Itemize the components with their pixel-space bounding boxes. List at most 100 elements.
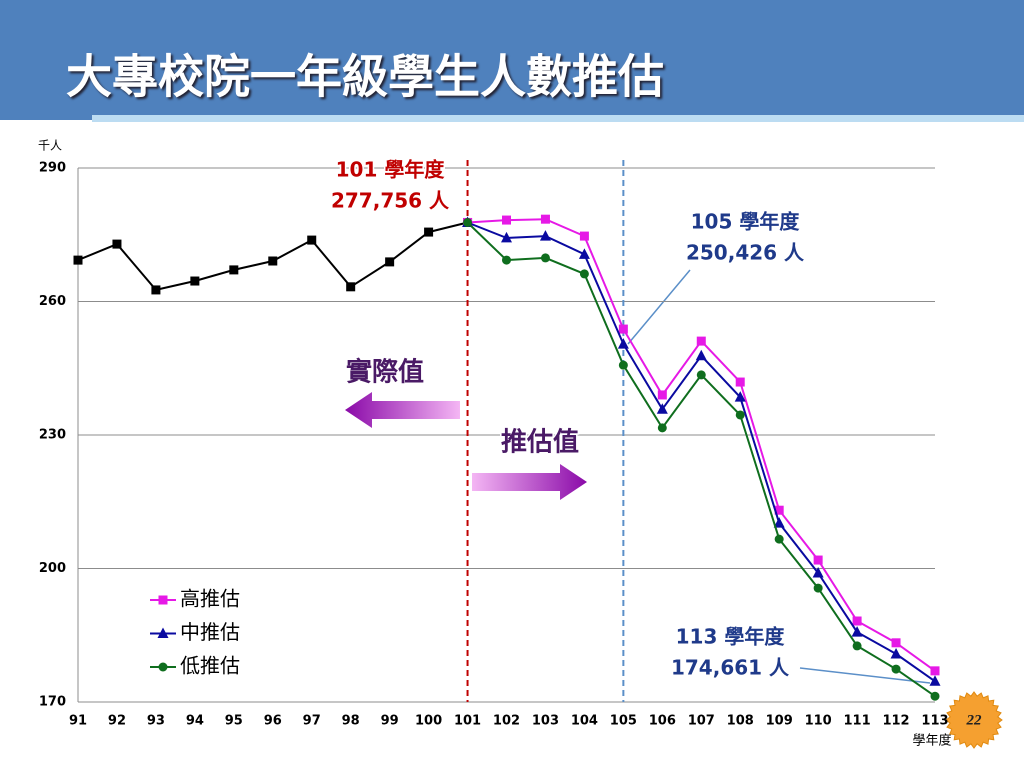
x-tick-label: 96 <box>264 714 282 729</box>
marker <box>852 641 862 651</box>
marker <box>930 691 940 701</box>
legend-marker <box>157 627 169 638</box>
marker <box>190 276 200 286</box>
y-tick-label: 170 <box>39 695 66 710</box>
x-tick-label: 99 <box>381 714 399 729</box>
annotation: 推估值 <box>501 428 579 458</box>
legend-marker <box>158 662 168 672</box>
x-tick-label: 107 <box>688 714 715 729</box>
arrow-right <box>472 464 587 500</box>
x-tick-label: 113 <box>921 714 948 729</box>
marker <box>618 360 628 370</box>
marker <box>151 285 161 295</box>
marker <box>813 583 823 593</box>
marker <box>540 253 550 263</box>
marker <box>307 235 317 245</box>
x-tick-label: 106 <box>649 714 676 729</box>
x-tick-label: 108 <box>727 714 754 729</box>
marker <box>696 370 706 380</box>
marker <box>695 349 707 361</box>
y-tick-label: 230 <box>39 428 66 443</box>
annotation: 105 學年度 <box>691 210 801 234</box>
marker <box>891 638 901 648</box>
marker <box>579 231 589 241</box>
x-tick-label: 110 <box>805 714 832 729</box>
annotation: 101 學年度 <box>336 158 446 182</box>
marker <box>578 248 590 259</box>
marker <box>774 534 784 544</box>
x-tick-label: 102 <box>493 714 520 729</box>
title-bar <box>0 0 1024 120</box>
marker <box>73 255 83 265</box>
leader-line <box>627 269 691 345</box>
x-tick-label: 109 <box>766 714 793 729</box>
x-tick-label: 101 <box>454 714 481 729</box>
marker <box>346 282 356 292</box>
x-tick-label: 103 <box>532 714 559 729</box>
x-tick-label: 93 <box>147 714 165 729</box>
marker <box>618 324 628 334</box>
marker <box>385 257 395 267</box>
x-tick-label: 98 <box>342 714 360 729</box>
arrow-left <box>345 392 460 428</box>
marker <box>579 269 589 279</box>
leader-line <box>799 667 931 684</box>
y-axis-label: 千人 <box>38 139 62 153</box>
x-tick-label: 95 <box>225 714 243 729</box>
marker <box>617 338 629 349</box>
marker <box>812 566 824 578</box>
marker <box>539 230 551 241</box>
x-tick-label: 112 <box>882 714 909 729</box>
series-line <box>77 221 468 292</box>
marker <box>773 517 785 528</box>
annotation: 174,661 人 <box>671 656 790 680</box>
marker <box>463 217 473 227</box>
annotation: 113 學年度 <box>676 625 786 649</box>
x-tick-label: 105 <box>610 714 637 729</box>
marker <box>501 231 512 243</box>
marker <box>502 215 511 225</box>
x-tick-label: 104 <box>571 714 598 729</box>
annotation: 277,756 人 <box>331 189 450 213</box>
page-badge <box>945 691 1003 749</box>
annotation: 實際值 <box>346 357 424 388</box>
page-number: 22 <box>966 712 983 728</box>
x-tick-label: 91 <box>69 714 87 729</box>
marker <box>734 391 746 402</box>
marker <box>268 256 278 266</box>
marker <box>502 255 511 265</box>
marker <box>424 227 434 237</box>
legend-marker <box>158 595 168 605</box>
legend-label: 中推估 <box>180 620 240 644</box>
x-axis-label: 學年度 <box>912 733 951 749</box>
marker <box>112 239 122 249</box>
slide-title: 大專校院一年級學生人數推估 <box>66 50 664 104</box>
marker <box>229 265 239 275</box>
annotation: 250,426 人 <box>686 241 805 265</box>
marker <box>813 555 823 565</box>
marker <box>735 410 745 420</box>
x-tick-label: 94 <box>186 714 204 729</box>
marker <box>891 664 901 674</box>
y-tick-label: 290 <box>39 161 66 176</box>
marker <box>851 626 863 637</box>
marker <box>930 666 940 676</box>
marker <box>656 403 668 414</box>
marker <box>657 390 667 400</box>
marker <box>929 675 941 686</box>
legend-label: 高推估 <box>180 587 240 611</box>
x-tick-label: 97 <box>303 714 321 729</box>
x-tick-label: 92 <box>108 714 126 729</box>
marker <box>696 336 706 346</box>
y-tick-label: 200 <box>39 561 66 576</box>
marker <box>852 616 862 626</box>
x-tick-label: 100 <box>415 714 442 729</box>
x-tick-label: 111 <box>844 714 871 729</box>
marker <box>774 505 784 515</box>
marker <box>540 214 550 224</box>
legend-label: 低推估 <box>180 654 240 678</box>
marker <box>890 647 902 659</box>
marker <box>735 377 745 387</box>
marker <box>657 423 667 433</box>
